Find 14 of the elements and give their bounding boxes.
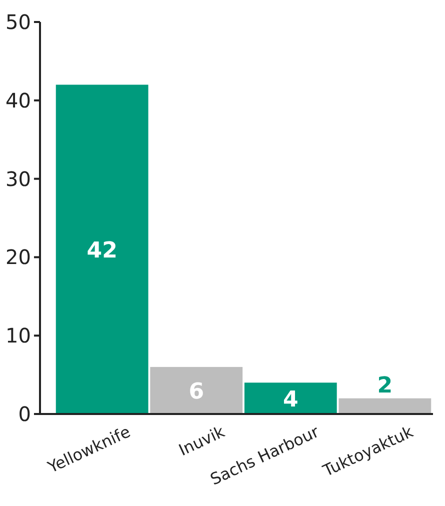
y-tick-label: 10 xyxy=(6,324,31,348)
data-label: 4 xyxy=(282,387,298,412)
data-label: 42 xyxy=(86,238,118,264)
y-tick-label: 50 xyxy=(6,10,31,34)
data-label: 6 xyxy=(188,379,204,404)
data-label: 2 xyxy=(377,373,393,398)
bar xyxy=(150,366,243,414)
y-tick-label: 0 xyxy=(18,402,31,426)
bar xyxy=(338,398,432,414)
y-tick-label: 30 xyxy=(6,166,31,191)
bar xyxy=(56,84,148,414)
y-tick-label: 20 xyxy=(6,245,31,270)
bar xyxy=(244,382,337,414)
y-tick-label: 40 xyxy=(6,88,31,112)
